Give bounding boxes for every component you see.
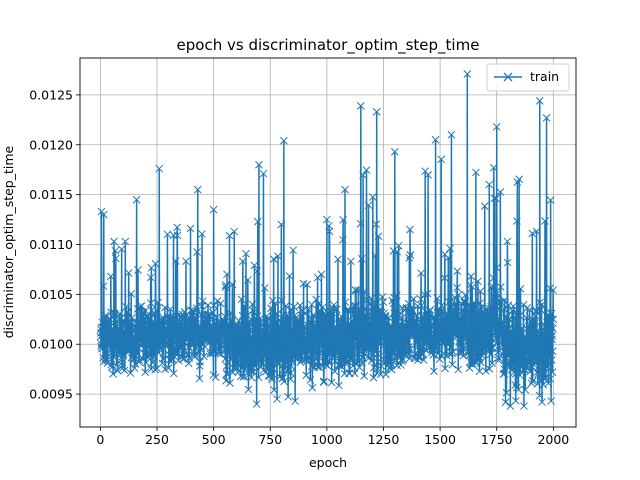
x-axis-label: epoch <box>309 455 347 470</box>
axis-ticks: 0 250 500 750 1000 1250 1500 1750 2000 0.0095 0.01… <box>29 87 569 447</box>
y-tick-label: 0.0105 <box>29 287 73 302</box>
x-tick-label: 250 <box>145 432 169 447</box>
y-tick-label: 0.0125 <box>29 87 73 102</box>
chart-title: epoch vs discriminator_optim_step_time <box>177 36 480 55</box>
x-tick-label: 1750 <box>481 432 513 447</box>
x-tick-label: 0 <box>96 432 104 447</box>
y-tick-label: 0.0110 <box>29 237 73 252</box>
x-tick-label: 2000 <box>537 432 569 447</box>
y-tick-label: 0.0115 <box>29 187 73 202</box>
legend-label-train: train <box>530 69 559 84</box>
plot-frame <box>79 57 577 428</box>
legend-marker-x-icon <box>503 72 513 82</box>
x-tick-label: 1000 <box>311 432 343 447</box>
series-markers-train <box>96 70 558 410</box>
series-train <box>96 70 558 410</box>
y-tick-label: 0.0120 <box>29 137 73 152</box>
legend: train <box>486 63 570 92</box>
x-tick-label: 500 <box>202 432 226 447</box>
y-tick-label: 0.0095 <box>29 387 73 402</box>
y-tick-label: 0.0100 <box>29 337 73 352</box>
x-tick-label: 750 <box>258 432 282 447</box>
legend-box <box>486 63 570 92</box>
x-tick-label: 1250 <box>368 432 400 447</box>
y-axis-label: discriminator_optim_step_time <box>1 145 16 338</box>
x-tick-label: 1500 <box>424 432 456 447</box>
